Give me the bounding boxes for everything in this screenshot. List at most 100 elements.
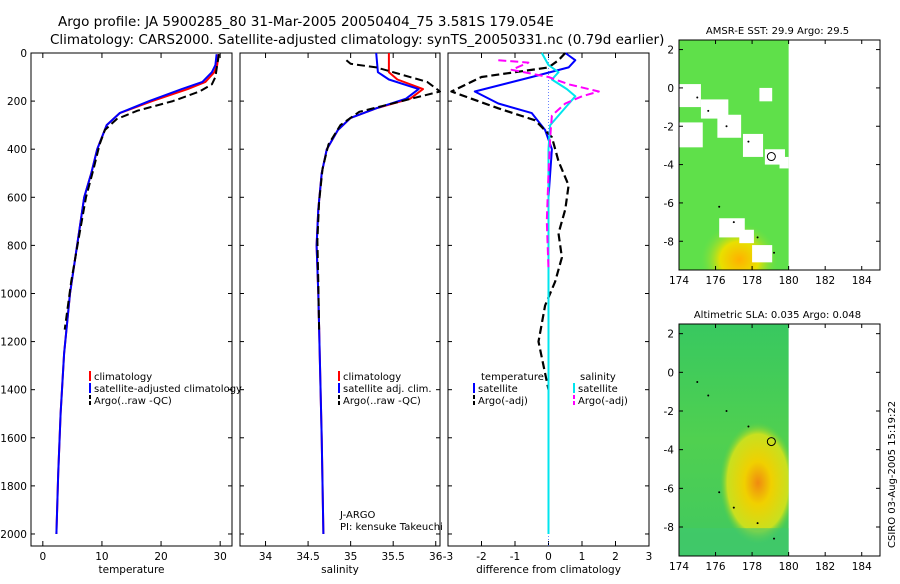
sst-map-title: AMSR-E SST: 29.9 Argo: 29.5 [706,26,849,37]
sla-map-ytick-label: 2 [667,329,674,341]
sla-map-ytick-label: 0 [667,367,674,379]
temperature-ytick-label: 1000 [0,288,27,300]
temperature-ytick-label: 1600 [0,433,27,445]
legend-sal-climatology-label: climatology [343,372,401,383]
profile-panels: 0 10 20 30020040060080010001200140016001800… [0,48,652,576]
difference-xlabel: difference from climatology [476,564,621,576]
sst-map-float-dot [747,140,750,143]
panel-difference: -3 -2 -1 0 1 2 3 difference from climatology [443,52,653,576]
salinity-axes-box [239,52,441,547]
sla-map-float-dot [707,394,710,397]
sla-map-xtick-label: 178 [742,561,762,573]
temperature-series-satellite [55,54,218,535]
temperature-ytick-label: 1200 [0,337,27,349]
temperature-ytick-label: 1800 [0,481,27,493]
sst-map-ytick-label: -2 [664,121,674,133]
sla-map-xtick-label: 180 [779,561,799,573]
legend-sal-satellite-label: satellite adj. clim. [343,384,432,395]
sst-map-axes-box [678,39,881,271]
salinity-series-climatology [315,53,424,535]
figure-title-line1: Argo profile: JA 5900285_80 31-Mar-2005 … [58,14,554,30]
temperature-ytick-label: 1400 [0,385,27,397]
temperature-xtick-label: 20 [154,551,167,563]
sst-map-float-dot [696,96,699,99]
sst-map-float-dot [718,205,721,208]
difference-xtick-label: 3 [646,551,653,563]
salinity-series-argo [316,59,441,330]
sst-missing-patch [779,156,789,169]
sst-map-float-dot [732,221,735,224]
temperature-xtick-label: 10 [95,551,108,563]
salinity-xtick-label: 35.5 [381,551,404,563]
sla-map-ytick-label: -6 [664,483,675,495]
temperature-series-argo [63,54,220,330]
salinity-xtick-label: 34 [259,551,273,563]
sst-map-float-dot [707,109,710,112]
temperature-series-climatology [55,54,220,535]
salinity-xtick-label: 36 [429,551,443,563]
legend-diff-sal-satellite-label: satellite [578,384,618,395]
legend-sal-argo-label: Argo(..raw -QC) [343,396,421,407]
legend-temp-climatology-label: climatology [94,372,152,383]
sst-map-xtick-label: 180 [779,275,799,287]
sla-high-anomaly [679,382,789,556]
sst-map-float-dot [725,125,728,128]
sst-missing-patch [739,229,754,244]
sst-map-float-dot [756,236,759,239]
sla-map-float-dot [732,506,735,509]
difference-series-argo [450,52,570,390]
annotation-pi: PI: kensuke Takeuchi [340,522,443,533]
sst-missing-patch [717,114,742,138]
sla-map-xtick-label: 174 [669,561,689,573]
temperature-ytick-label: 2000 [0,529,27,541]
difference-series-argo_salinity [498,59,600,270]
sst-map-ytick-label: -8 [664,236,674,248]
sla-map-float-dot [747,425,750,428]
sla-map-float-dot [773,537,776,540]
difference-xtick-label: -3 [443,551,453,563]
sla-map-xtick-label: 176 [706,561,726,573]
temperature-xlabel: temperature [99,564,165,576]
legend-diff-temp-satellite-label: satellite [478,384,518,395]
difference-xtick-label: -1 [510,551,520,563]
sst-map-xtick-label: 176 [706,275,726,287]
difference-xtick-label: 2 [612,551,619,563]
sla-map-xtick-label: 182 [815,561,835,573]
sla-map-xtick-label: 184 [852,561,872,573]
temperature-ytick-label: 600 [7,192,27,204]
sst-missing-patch [742,133,764,157]
sst-map-xtick-label: 184 [852,275,872,287]
legend-diff-salinity-title: salinity [580,372,616,383]
sla-low-anomaly [679,528,789,556]
difference-series-salinity [540,52,577,534]
difference-legend: temperaturesatelliteArgo(-adj)salinitysa… [473,372,628,407]
sla-map-axes-box [678,323,881,557]
salinity-series-satellite [315,52,420,535]
sla-map-float-dot [725,410,728,412]
sla-map-ytick-label: -2 [664,406,674,418]
sst-missing-patch [719,218,745,238]
difference-xtick-label: 1 [579,551,586,563]
sla-map-float-dot [696,381,699,383]
sst-missing-patch [752,245,773,263]
difference-xtick-label: -2 [476,551,486,563]
sst-map-ytick-label: -6 [664,198,675,210]
temperature-ytick-label: 200 [7,96,27,108]
sst-map-xtick-label: 182 [815,275,835,287]
sla-map-float-dot [718,491,721,494]
sst-map: AMSR-E SST: 29.9 Argo: 29.5 174 176 178 180 1… [664,26,881,287]
sla-map-ytick-label: -4 [664,445,675,457]
annotation-program: J-ARGO [339,510,376,521]
sla-map: Altimetric SLA: 0.035 Argo: 0.048 174 176 1… [664,310,881,573]
temperature-xtick-label: 30 [213,551,226,563]
sst-missing-patch [679,84,701,108]
salinity-xtick-label: 35 [344,551,357,563]
sst-map-ytick-label: 0 [667,83,674,95]
difference-series-satellite [473,52,577,534]
footer-stamp: CSIRO 03-Aug-2005 15:19:22 [887,401,898,548]
sst-missing-patch [700,99,729,119]
sla-map-title: Altimetric SLA: 0.035 Argo: 0.048 [694,310,861,321]
